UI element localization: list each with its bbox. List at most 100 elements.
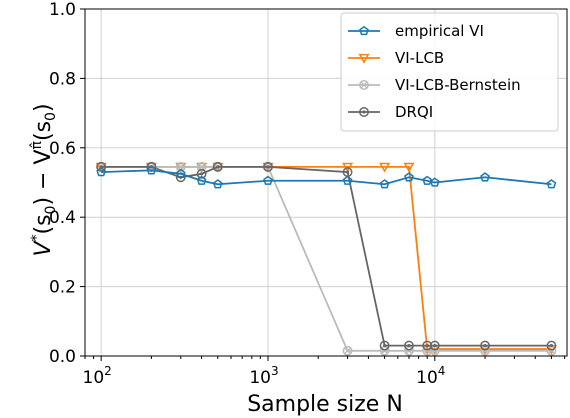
series-marker <box>342 175 353 185</box>
marker-dot <box>266 165 270 169</box>
series-marker <box>263 175 273 185</box>
series-marker <box>212 179 223 189</box>
series-marker <box>358 53 370 64</box>
y-tick-label: 0.8 <box>49 69 76 89</box>
series-marker <box>342 162 354 173</box>
series-line <box>101 169 552 186</box>
marker-ring <box>342 345 353 356</box>
y-label-minus-v: ) − V <box>31 149 56 205</box>
series-marker <box>379 162 391 173</box>
series-marker <box>480 172 490 182</box>
x-tick-label: 103 <box>249 364 278 388</box>
series-marker <box>96 166 107 177</box>
marker-ring <box>429 340 440 351</box>
series-marker <box>359 25 369 36</box>
y-label-pihat: π̂ <box>29 140 45 149</box>
marker-dot <box>362 110 366 114</box>
marker-ring <box>404 340 414 351</box>
series-marker <box>175 161 186 172</box>
legend-label: VI-LCB-Bernstein <box>395 76 521 94</box>
legend-label: empirical VI <box>395 22 484 40</box>
series-marker <box>429 177 440 187</box>
series-marker <box>196 168 207 179</box>
series-marker <box>359 80 369 90</box>
marker-dot <box>216 165 220 169</box>
series-marker <box>196 161 207 172</box>
plot-series <box>95 161 557 356</box>
marker-ring <box>379 340 390 351</box>
series-marker <box>546 340 557 351</box>
series-marker <box>359 107 369 117</box>
marker-dot <box>200 172 204 176</box>
y-label-sub0: 0 <box>43 206 59 215</box>
legend-label: DRQI <box>395 103 433 121</box>
legend-box <box>340 12 559 132</box>
legend-entry: DRQI <box>348 103 433 121</box>
series-marker <box>404 340 414 351</box>
marker-dot <box>345 170 350 174</box>
series-marker <box>429 340 440 351</box>
marker-cross <box>344 347 351 355</box>
series-line <box>101 165 552 347</box>
marker-dot <box>433 343 437 348</box>
series-marker <box>422 340 433 351</box>
marker-cross <box>360 81 368 89</box>
y-label-sub0-2: 0 <box>43 112 59 121</box>
legend-label: VI-LCB <box>395 49 444 67</box>
y-label-close: ) <box>31 103 56 112</box>
series-marker <box>175 168 186 178</box>
series-marker <box>480 340 490 351</box>
marker-ring <box>196 168 207 179</box>
x-axis-label: Sample size N <box>247 392 403 417</box>
legend-entry: empirical VI <box>348 22 484 40</box>
series-vi-lcb <box>95 162 557 355</box>
marker-cross <box>177 163 185 171</box>
axis-ticks: 0.0 0.2 0.4 0.6 0.8 1.0 102 103 104 <box>49 0 566 388</box>
series-marker <box>379 179 390 189</box>
y-label-s2: (s <box>31 121 56 141</box>
y-axis-label: V*(s0) − Vπ̂(s0) <box>29 103 59 256</box>
series-marker <box>403 162 415 173</box>
marker-ring <box>422 340 433 351</box>
series-line <box>101 165 552 350</box>
series-marker <box>342 345 353 356</box>
series-marker <box>196 175 207 185</box>
y-tick-label: 0.2 <box>49 278 76 298</box>
y-label-s: (s <box>31 214 56 234</box>
marker-ring <box>546 340 557 351</box>
legend: empirical VI VI-LCB VI-LCB-Bernstein DRQI <box>340 12 559 132</box>
series-empirical-vi <box>96 165 557 189</box>
marker-ring <box>175 161 186 172</box>
plot-frame <box>84 8 568 357</box>
y-label-star: * <box>29 234 45 241</box>
marker-ring <box>263 161 273 172</box>
x-tick-label: 102 <box>83 364 112 388</box>
marker-dot <box>407 343 411 348</box>
y-tick-label: 1.0 <box>49 0 76 20</box>
marker-ring <box>359 80 369 90</box>
marker-dot <box>425 343 429 348</box>
marker-dot <box>382 343 387 348</box>
series-marker <box>404 172 414 182</box>
marker-cross <box>198 163 206 171</box>
series-marker <box>212 161 223 172</box>
series-vi-lcb-bernstein <box>96 161 557 356</box>
y-label-v: V <box>31 240 56 257</box>
series-marker <box>263 161 273 172</box>
marker-ring <box>480 340 490 351</box>
series-marker <box>422 175 433 185</box>
marker-dot <box>483 343 487 348</box>
legend-entry: VI-LCB-Bernstein <box>348 76 521 94</box>
marker-ring <box>212 161 223 172</box>
legend-entry: VI-LCB <box>348 49 444 67</box>
y-tick-label: 0.6 <box>49 139 76 159</box>
series-line <box>101 165 552 352</box>
series-drqi <box>96 161 557 351</box>
y-tick-label: 0.0 <box>49 347 76 367</box>
marker-ring <box>359 107 369 117</box>
series-marker <box>546 179 557 189</box>
y-tick-label: 0.4 <box>49 208 76 228</box>
series-marker <box>146 165 157 175</box>
series-marker <box>379 340 390 351</box>
